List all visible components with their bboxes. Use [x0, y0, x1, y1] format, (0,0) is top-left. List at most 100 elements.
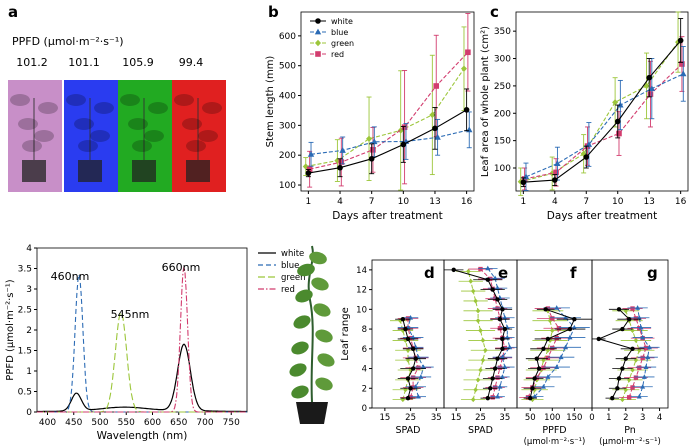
spad_e-point-blue	[495, 285, 501, 291]
leafarea-red-point	[616, 130, 622, 137]
leafarea-ytick-label: 150	[494, 137, 511, 147]
panel-letter-a: a	[8, 3, 18, 21]
photo-leaf-1-1	[10, 94, 30, 106]
photo-leaf-4-3	[182, 118, 202, 130]
spad_e-point-white	[492, 366, 498, 371]
panel-letter-d: d	[424, 264, 435, 282]
stem-white-point	[400, 141, 407, 148]
spectrum-ytick-label: 3.5	[18, 265, 32, 275]
stem-series-red	[309, 51, 469, 170]
plant-stem	[307, 245, 314, 403]
ppfd_f-point-blue	[554, 305, 560, 310]
pn_g-series-white	[597, 308, 634, 399]
spectrum-annotation-1: 460nm	[51, 270, 90, 283]
leafrange-ytick-label: 8	[362, 325, 367, 335]
photo-leaf-4-2	[202, 102, 222, 114]
leafarea-series-green	[520, 41, 679, 183]
pn_g-point-blue	[645, 354, 651, 360]
leafarea-blue-point	[680, 70, 687, 77]
photo-pot-1	[22, 160, 46, 182]
spad_d-point-white	[405, 395, 411, 401]
leafarea-ytick-label: 200	[494, 109, 511, 119]
photo-leaf-2-2	[94, 102, 114, 114]
leafarea-xtick-label: 4	[552, 197, 558, 207]
stem-white-point	[432, 125, 438, 132]
ppfd_f-xtick-label: 150	[566, 413, 582, 423]
ppfd_f-point-red	[525, 395, 531, 400]
stem-red-point	[370, 147, 376, 153]
spad_d-frame	[371, 259, 445, 409]
spectrum-ytick-label: 1	[26, 367, 32, 377]
pn_g-point-blue	[636, 393, 642, 399]
spad_e-point-green	[466, 268, 471, 274]
spad_e-point-blue	[502, 315, 508, 320]
pn_g-point-white	[596, 336, 601, 342]
stem-series-blue	[310, 129, 470, 155]
photo-leaf-1-3	[18, 118, 38, 130]
pn_g-point-white	[615, 386, 620, 391]
ppfd_f-point-red	[550, 316, 555, 321]
leafarea-xtick-label: 16	[675, 197, 687, 207]
leafarea-blue-point	[554, 160, 561, 167]
stem-legend-label-blue: blue	[331, 28, 348, 37]
photo-leaf-1-4	[34, 130, 54, 142]
spad_e-point-white	[500, 346, 505, 351]
spad_e-point-green	[473, 387, 478, 393]
plant-leaf	[313, 303, 331, 317]
plant-leaf	[295, 289, 313, 303]
spectrum-ytick-label: 2	[26, 326, 32, 336]
panel-letter-c: c	[490, 3, 499, 21]
photo-leaf-4-4	[198, 130, 218, 142]
ppfd_f-point-green	[549, 328, 555, 334]
ppfd_f-point-blue	[554, 364, 560, 369]
ppfd_f-point-green	[530, 397, 535, 403]
spad_d-point-red	[410, 385, 416, 390]
spad_e-point-green	[480, 357, 486, 363]
photo-leaf-2-3	[74, 118, 94, 130]
ppfd_f-point-white	[536, 366, 542, 371]
plant-leaf	[315, 329, 333, 343]
pn_g-point-blue	[640, 334, 646, 340]
stem-legend-white-point	[315, 18, 321, 24]
ppfd_f-point-red	[550, 345, 555, 351]
spad_d-point-blue	[410, 334, 416, 340]
spad_d-point-white	[403, 326, 408, 332]
ppfd_f-point-white	[534, 356, 540, 361]
photo-2	[64, 80, 118, 192]
stem-xlabel: Days after treatment	[332, 210, 442, 222]
leafarea-blue-point	[617, 101, 624, 108]
pn_g-xtick-label: 2	[623, 413, 628, 423]
spad_d-xtick-label: 25	[405, 413, 416, 423]
ppfd_f-point-red	[554, 335, 559, 341]
spad_e-point-blue	[495, 393, 501, 399]
spectrum-ytick-label: 1.5	[18, 347, 32, 357]
spectrum-annotation-2: 545nm	[111, 308, 150, 321]
ppfd_f-xtick-label: 50	[525, 413, 536, 423]
spad_d-point-white	[400, 317, 406, 322]
ppfd_f-point-white	[572, 317, 577, 322]
spectrum-annotation-3: 660nm	[162, 261, 201, 274]
leafrange-ytick-label: 4	[362, 365, 367, 375]
spad_e-point-white	[500, 307, 505, 312]
ppfd_f-point-blue	[563, 344, 569, 350]
spad_d-point-blue	[408, 315, 414, 320]
spad_e-xtick-label: 25	[475, 413, 486, 423]
spectrum-xtick-label: 750	[223, 418, 240, 428]
photo-leaf-1-2	[38, 102, 58, 114]
spad_e-point-green	[475, 377, 481, 383]
panel-letter-e: e	[498, 264, 508, 282]
ppfd_f-series-red	[527, 308, 560, 398]
spectrum-ytick-label: 3	[26, 285, 32, 295]
photo-4	[172, 80, 226, 192]
ppfd_f-point-white	[530, 386, 535, 391]
leafarea-xtick-label: 1	[520, 197, 526, 207]
stem-xtick-label: 13	[429, 197, 440, 207]
leafarea-blue-point	[648, 85, 656, 92]
spad_e-frame	[443, 259, 518, 409]
ppfd_f-xlabel2: (μmol·m⁻²·s⁻¹)	[524, 437, 586, 446]
spad_e-point-white	[451, 267, 456, 273]
spad_d-xtick-label: 35	[431, 413, 442, 423]
spectrum-xtick-label: 550	[118, 418, 135, 428]
stem-ytick-label: 100	[279, 181, 296, 191]
photo-leaf-3-3	[128, 118, 148, 130]
